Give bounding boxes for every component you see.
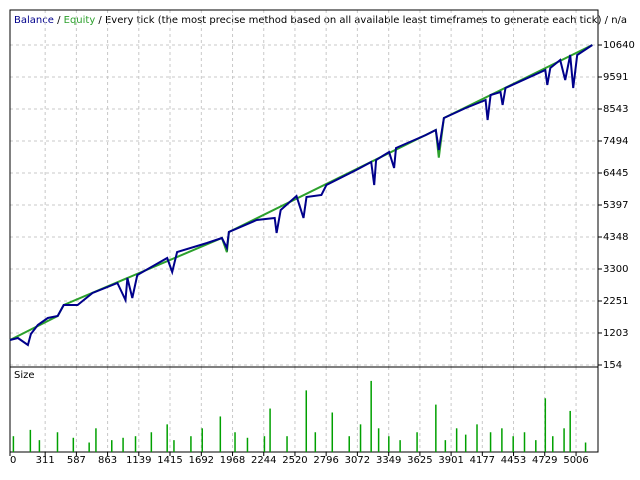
- x-tick-label: 311: [36, 455, 55, 466]
- y-tick-label: 8543: [603, 104, 628, 115]
- size-bar: [95, 428, 97, 452]
- x-tick-label: 2244: [251, 455, 276, 466]
- y-tick-label: 9591: [603, 72, 628, 83]
- size-bar: [476, 424, 478, 452]
- size-bar: [190, 436, 192, 452]
- size-bar: [569, 410, 571, 452]
- size-bar: [234, 432, 236, 452]
- size-bar: [219, 416, 222, 452]
- size-bar: [512, 436, 514, 452]
- size-frame: [9, 366, 599, 453]
- x-tick-label: 1139: [126, 455, 151, 466]
- size-bar: [263, 436, 266, 452]
- y-tick-label: 2251: [603, 296, 628, 307]
- y-tick-label: 3300: [603, 264, 628, 275]
- size-bar: [269, 408, 271, 452]
- size-bar: [464, 434, 467, 452]
- size-bar: [563, 428, 565, 452]
- size-bar: [12, 436, 15, 452]
- y-tick-label: 6445: [603, 168, 628, 179]
- x-tick-label: 4453: [501, 455, 526, 466]
- size-bar: [523, 432, 526, 452]
- x-tick-label: 587: [67, 455, 86, 466]
- y-tick-label: 154: [603, 360, 622, 371]
- size-bar: [455, 428, 458, 452]
- x-tick-label: 2520: [282, 455, 307, 466]
- status: n/a: [611, 15, 627, 26]
- x-tick-label: 1415: [157, 455, 182, 466]
- size-bar: [416, 432, 418, 452]
- separator: /: [95, 15, 105, 26]
- size-bar: [38, 440, 41, 452]
- size-bar: [359, 424, 362, 452]
- x-tick-label: 3901: [438, 455, 463, 466]
- size-bar: [444, 440, 447, 452]
- x-tick-label: 2796: [313, 455, 338, 466]
- size-bar: [331, 412, 334, 452]
- size-bar: [435, 404, 437, 452]
- size-bar: [399, 440, 401, 452]
- x-tick-label: 5006: [563, 455, 588, 466]
- size-bar: [111, 440, 113, 452]
- size-bar: [201, 428, 203, 452]
- separator: /: [54, 15, 64, 26]
- size-bar: [88, 442, 90, 452]
- y-tick-label: 1203: [603, 328, 628, 339]
- x-tick-label: 1968: [220, 455, 245, 466]
- y-tick-label: 4348: [603, 232, 628, 243]
- size-bar: [535, 440, 537, 452]
- size-bar: [56, 432, 59, 452]
- x-tick-label: 3625: [407, 455, 432, 466]
- y-tick-label: 10640: [603, 40, 635, 51]
- x-tick-label: 3072: [345, 455, 370, 466]
- size-bar: [584, 442, 587, 452]
- x-tick-label: 4177: [470, 455, 495, 466]
- size-bar: [388, 436, 390, 452]
- x-tick-label: 0: [10, 455, 16, 466]
- size-bar: [489, 432, 492, 452]
- size-bar: [246, 437, 249, 452]
- size-bar: [286, 436, 288, 452]
- subtitle: Every tick (the most precise method base…: [105, 15, 602, 26]
- size-bar: [348, 436, 350, 452]
- chart-header: Balance / Equity / Every tick (the most …: [14, 15, 627, 26]
- size-bar: [72, 437, 75, 452]
- size-bar: [166, 424, 168, 452]
- size-bar: [173, 440, 175, 452]
- size-panel-title: Size: [14, 370, 35, 381]
- y-tick-label: 7494: [603, 136, 628, 147]
- x-tick-label: 1692: [189, 455, 214, 466]
- size-bar: [122, 437, 124, 452]
- size-bar: [134, 436, 137, 452]
- legend-equity: Equity: [64, 15, 96, 26]
- size-bar: [305, 390, 308, 452]
- x-tick-label: 4729: [532, 455, 557, 466]
- size-bar: [544, 398, 547, 452]
- size-bar: [150, 432, 153, 452]
- y-tick-label: 5397: [603, 200, 628, 211]
- size-bar: [29, 429, 32, 452]
- x-tick-label: 863: [98, 455, 117, 466]
- size-bar: [552, 436, 554, 452]
- separator: /: [601, 15, 611, 26]
- balance-line: [9, 44, 593, 347]
- size-bar: [314, 432, 317, 452]
- x-tick-label: 3349: [376, 455, 401, 466]
- legend-balance: Balance: [14, 15, 54, 26]
- size-bar: [501, 428, 503, 452]
- size-bar: [377, 428, 380, 452]
- size-bar: [370, 380, 372, 452]
